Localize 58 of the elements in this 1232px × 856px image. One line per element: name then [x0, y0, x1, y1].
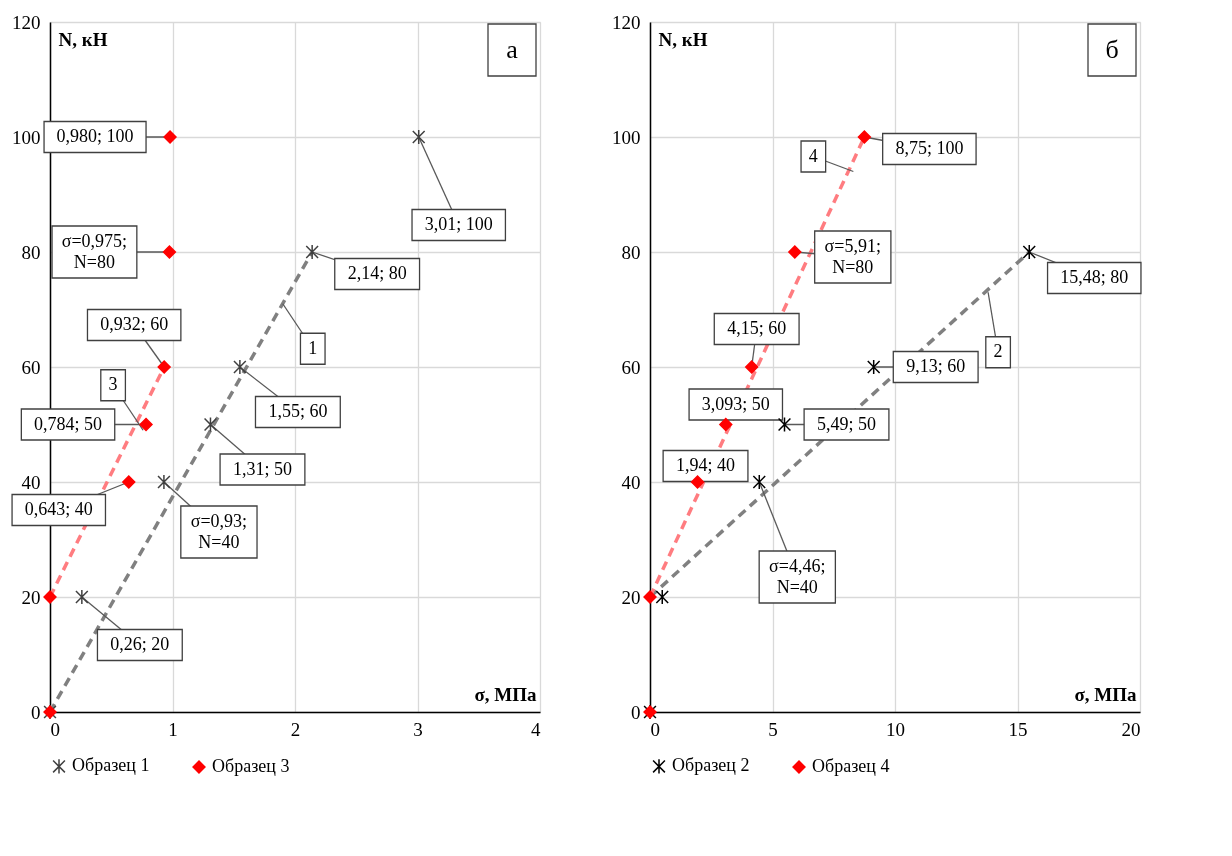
- annotation: 2,14; 80: [347, 263, 407, 283]
- annotation: 5,49; 50: [817, 413, 877, 434]
- legend-label: Образец 1: [72, 755, 150, 776]
- y-tick-label: 120: [12, 11, 41, 33]
- x-tick-label: 20: [1121, 718, 1141, 740]
- annotation: 3: [108, 374, 118, 395]
- annotation: 8,75; 100: [895, 138, 964, 158]
- y-tick-label: 60: [621, 356, 641, 378]
- x-axis-title: σ, МПа: [1074, 683, 1137, 705]
- y-tick-label: 100: [612, 126, 641, 148]
- y-tick-label: 0: [631, 701, 641, 723]
- x-axis-title: σ, МПа: [474, 683, 537, 705]
- legend-label: Образец 3: [212, 756, 290, 776]
- annotation: 0,932; 60: [100, 314, 169, 334]
- x-tick-label: 3: [413, 718, 423, 740]
- annotation: а: [506, 35, 519, 64]
- y-tick-label: 120: [612, 11, 641, 33]
- annotation: 1: [308, 337, 318, 358]
- y-axis-title: N, кН: [58, 28, 108, 50]
- y-tick-label: 40: [621, 471, 641, 493]
- annotation: σ=4,46; N=40: [769, 555, 826, 597]
- annotation: 15,48; 80: [1060, 267, 1129, 287]
- annotation: 0,26; 20: [110, 634, 170, 654]
- x-tick-label: 1: [168, 718, 178, 740]
- annotation: 4: [808, 145, 818, 166]
- annotation: 3,01; 100: [424, 214, 493, 234]
- legend-label: Образец 4: [812, 756, 890, 776]
- y-axis-title: N, кН: [658, 28, 708, 50]
- y-tick-label: 20: [21, 586, 41, 608]
- x-tick-label: 5: [768, 718, 778, 740]
- y-tick-label: 0: [31, 701, 41, 723]
- legend-label: Образец 2: [672, 755, 750, 776]
- y-tick-label: 60: [21, 356, 41, 378]
- y-tick-label: 100: [12, 126, 41, 148]
- x-tick-label: 2: [290, 718, 301, 740]
- annotation: σ=5,91; N=80: [824, 235, 881, 277]
- x-tick-label: 10: [886, 718, 905, 740]
- y-tick-label: 80: [21, 241, 41, 263]
- annotation: 1,55; 60: [268, 401, 328, 421]
- x-tick-label: 15: [1008, 718, 1028, 740]
- y-tick-label: 80: [621, 241, 641, 263]
- annotation: 0,980; 100: [56, 126, 134, 146]
- annotation: 9,13; 60: [906, 356, 966, 376]
- annotation: 0,643; 40: [24, 499, 93, 519]
- x-tick-label: 0: [650, 718, 660, 740]
- y-tick-label: 20: [621, 586, 641, 608]
- annotation: σ=0,93; N=40: [190, 510, 248, 552]
- annotation: 4,15; 60: [727, 318, 787, 338]
- annotation: 2: [993, 341, 1003, 362]
- annotation: 1,31; 50: [232, 458, 292, 479]
- annotation: б: [1105, 35, 1119, 64]
- y-tick-label: 40: [21, 471, 41, 493]
- x-tick-label: 4: [531, 718, 541, 740]
- annotation: 3,093; 50: [701, 393, 770, 414]
- annotation: σ=0,975; N=80: [61, 230, 128, 272]
- x-tick-label: 0: [50, 718, 60, 740]
- annotation: 0,784; 50: [34, 413, 103, 434]
- annotation: 1,94; 40: [676, 455, 736, 475]
